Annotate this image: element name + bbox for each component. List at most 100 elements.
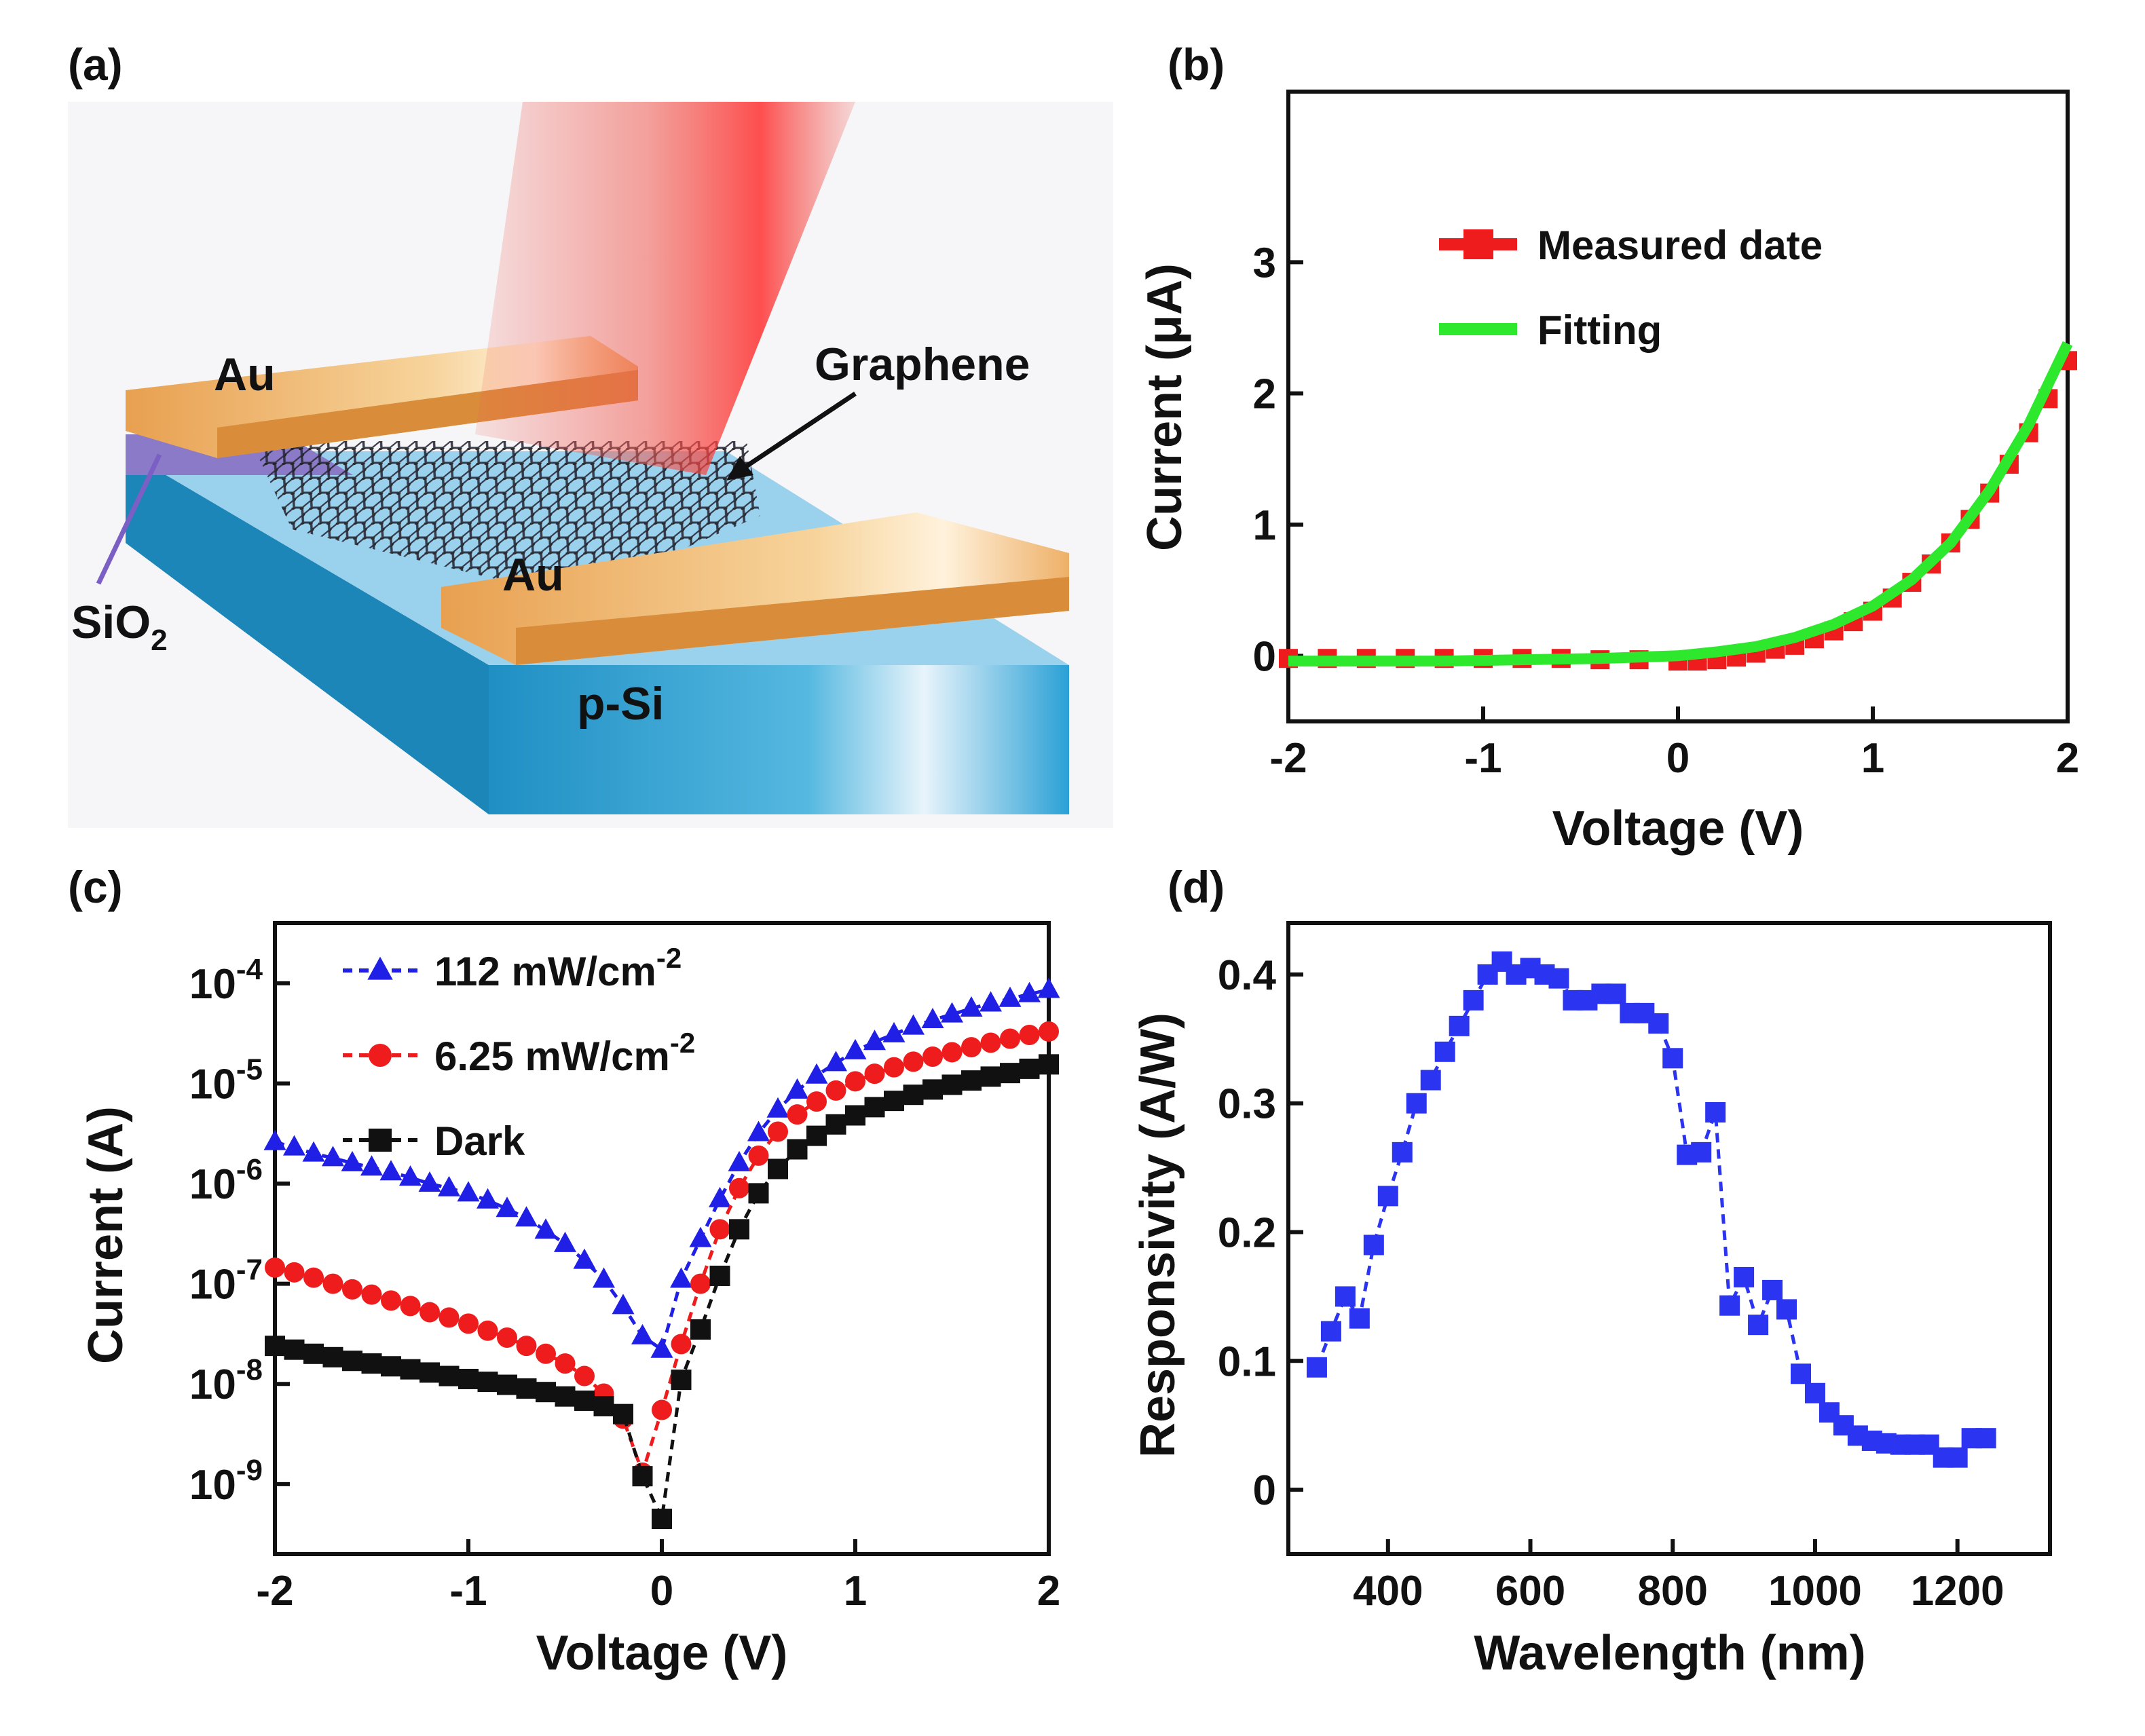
data-point xyxy=(496,1196,519,1218)
x-tick-label: -1 xyxy=(449,1568,487,1615)
data-point xyxy=(1377,1186,1398,1207)
data-point xyxy=(593,1267,615,1288)
x-tick-label: 2 xyxy=(2056,735,2079,782)
x-tick-label: -2 xyxy=(1269,735,1307,782)
y-tick-label: 10-4 xyxy=(189,953,263,1008)
data-point xyxy=(534,1218,557,1239)
data-point xyxy=(1734,1266,1755,1287)
y-tick-label: 0.3 xyxy=(1218,1081,1276,1128)
p-si-label: p-Si xyxy=(577,678,664,730)
panel-d-frame xyxy=(1286,921,2052,1556)
x-tick-label: 2 xyxy=(1037,1568,1060,1615)
data-point xyxy=(555,1386,576,1407)
data-point xyxy=(1000,1063,1020,1084)
panel-b-frame xyxy=(1286,90,2070,723)
data-point xyxy=(961,1037,982,1058)
x-tick-label: 1200 xyxy=(1911,1568,2004,1615)
x-tick-label: 800 xyxy=(1638,1568,1708,1615)
graphene-pointer-head xyxy=(726,456,753,480)
x-tick-label: 0 xyxy=(1666,735,1690,782)
data-point xyxy=(766,1097,789,1118)
data-point xyxy=(612,1294,635,1315)
data-point xyxy=(845,1071,865,1092)
data-point xyxy=(497,1327,517,1348)
data-point xyxy=(709,1219,730,1240)
data-point xyxy=(961,1070,982,1091)
data-point xyxy=(1420,1070,1441,1091)
x-tick-label: 1000 xyxy=(1768,1568,1862,1615)
data-point xyxy=(1434,1041,1455,1062)
data-point xyxy=(1000,1028,1020,1049)
data-point xyxy=(381,1290,401,1311)
data-point xyxy=(1691,1141,1712,1163)
panel-d-ticks: 400 600 800 1000 1200 0 0.1 0.2 0.3 0.4 xyxy=(1218,952,2004,1615)
legend-marker xyxy=(369,1129,392,1152)
data-point xyxy=(322,1273,343,1294)
data-point xyxy=(922,1079,943,1100)
x-tick-label: 1 xyxy=(1861,735,1884,782)
data-point xyxy=(1548,968,1569,989)
data-point xyxy=(1605,983,1626,1004)
data-point xyxy=(419,1362,440,1383)
data-point xyxy=(322,1146,344,1167)
x-tick-label: 600 xyxy=(1495,1568,1565,1615)
data-point xyxy=(458,1313,479,1334)
silicon-front-body xyxy=(489,665,1069,814)
panel-c-ylabel: Current (A) xyxy=(79,1106,133,1364)
y-tick-label: 0.2 xyxy=(1218,1210,1276,1257)
silicon-left-face xyxy=(126,451,489,814)
data-point xyxy=(690,1319,711,1340)
data-point xyxy=(632,1466,653,1487)
au-electrode-bottom-front xyxy=(516,577,1069,665)
data-point xyxy=(729,1177,749,1199)
data-point xyxy=(342,1279,362,1300)
sio2-label: SiO2 xyxy=(71,597,168,657)
data-point xyxy=(1019,1024,1040,1045)
data-point xyxy=(341,1150,364,1171)
data-point xyxy=(825,1114,846,1135)
series-line-1 xyxy=(1315,959,1986,1460)
data-point xyxy=(418,1171,441,1192)
data-point xyxy=(516,1378,537,1399)
data-point xyxy=(768,1158,788,1180)
data-point xyxy=(1776,1299,1797,1320)
data-point xyxy=(709,1265,730,1286)
data-point xyxy=(884,1057,904,1078)
data-point xyxy=(1037,977,1060,998)
data-point xyxy=(903,1084,924,1106)
legend-label: 6.25 mW/cm-2 xyxy=(434,1027,695,1079)
data-point xyxy=(1662,1048,1683,1069)
y-tick-label: 0.4 xyxy=(1218,952,1277,999)
data-point xyxy=(516,1336,537,1357)
data-point xyxy=(1463,989,1484,1011)
data-point xyxy=(284,1339,305,1360)
data-point xyxy=(303,1343,324,1364)
data-point xyxy=(284,1262,305,1283)
panel-b-series xyxy=(1279,341,2077,671)
data-point xyxy=(1719,1295,1740,1316)
panel-d-ylabel: Responsivity (A/W) xyxy=(1131,1013,1185,1458)
panel-b-legend: Measured date Fitting xyxy=(1439,223,1823,353)
data-point xyxy=(322,1346,343,1367)
data-point xyxy=(263,1129,286,1150)
data-point xyxy=(652,1399,672,1420)
data-point xyxy=(806,1091,827,1112)
data-point xyxy=(573,1248,596,1269)
data-point xyxy=(1039,1021,1059,1042)
data-point xyxy=(941,1074,963,1095)
panel-b-xlabel: Voltage (V) xyxy=(1552,801,1804,856)
data-point xyxy=(1320,1321,1341,1342)
panel-d: (d) 400 600 800 1000 1200 0 0.1 0.2 0.3 0.4 Wavel… xyxy=(1131,862,2052,1680)
data-point xyxy=(787,1104,808,1125)
data-point xyxy=(787,1139,808,1160)
data-point xyxy=(399,1165,422,1186)
y-tick-label: 0.1 xyxy=(1218,1338,1276,1385)
legend-label: 112 mW/cm-2 xyxy=(434,942,682,994)
data-point xyxy=(729,1219,749,1240)
data-point xyxy=(728,1150,751,1171)
data-point xyxy=(400,1296,421,1317)
data-point xyxy=(748,1183,769,1204)
x-tick-label: 0 xyxy=(650,1568,673,1615)
data-point xyxy=(283,1135,305,1156)
